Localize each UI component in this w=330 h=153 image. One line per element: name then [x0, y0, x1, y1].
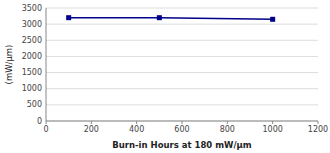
- x-tick-label: 1000: [262, 125, 282, 134]
- marker: [270, 17, 275, 22]
- grid-line: [46, 104, 318, 105]
- y-tick-label: 2500: [22, 36, 42, 45]
- grid-line: [46, 121, 318, 122]
- series: [66, 15, 275, 22]
- x-tick-label: 1200: [308, 125, 328, 134]
- axes: 0 500 1000 1500 2000 2500 3000 3500 0 200 400 600 80…: [22, 4, 329, 135]
- chart-container: 0 500 1000 1500 2000 2500 3000 3500 0 200 400 600 80…: [0, 0, 330, 153]
- x-tick-label: 400: [129, 125, 144, 134]
- grid-line: [46, 8, 318, 9]
- grid-line: [46, 40, 318, 41]
- y-tick-label: 3500: [22, 4, 42, 13]
- x-tick-label: 200: [84, 125, 99, 134]
- chart: 0 500 1000 1500 2000 2500 3000 3500 0 200 400 600 80…: [0, 0, 330, 153]
- marker: [157, 15, 162, 20]
- y-axis-line: [46, 8, 47, 121]
- line: [69, 18, 273, 20]
- x-axis-label: Burn-in Hours at 180 mW/μm: [112, 140, 251, 150]
- y-tick-label: 2000: [22, 52, 42, 61]
- grid-line: [46, 72, 318, 73]
- y-axis-label: (mW/μm): [4, 45, 14, 85]
- grid-line: [46, 88, 318, 89]
- y-tick-label: 0: [37, 117, 42, 126]
- marker: [66, 15, 71, 20]
- y-tick-label: 3000: [22, 20, 42, 29]
- grid-line: [46, 24, 318, 25]
- grid-line: [46, 56, 318, 57]
- y-tick-label: 500: [27, 100, 42, 109]
- x-tick-label: 800: [220, 125, 235, 134]
- y-tick-label: 1000: [22, 84, 42, 93]
- x-tick-label: 0: [43, 125, 48, 134]
- x-tick-label: 600: [174, 125, 189, 134]
- x-axis-line: [46, 121, 318, 122]
- y-tick-label: 1500: [22, 68, 42, 77]
